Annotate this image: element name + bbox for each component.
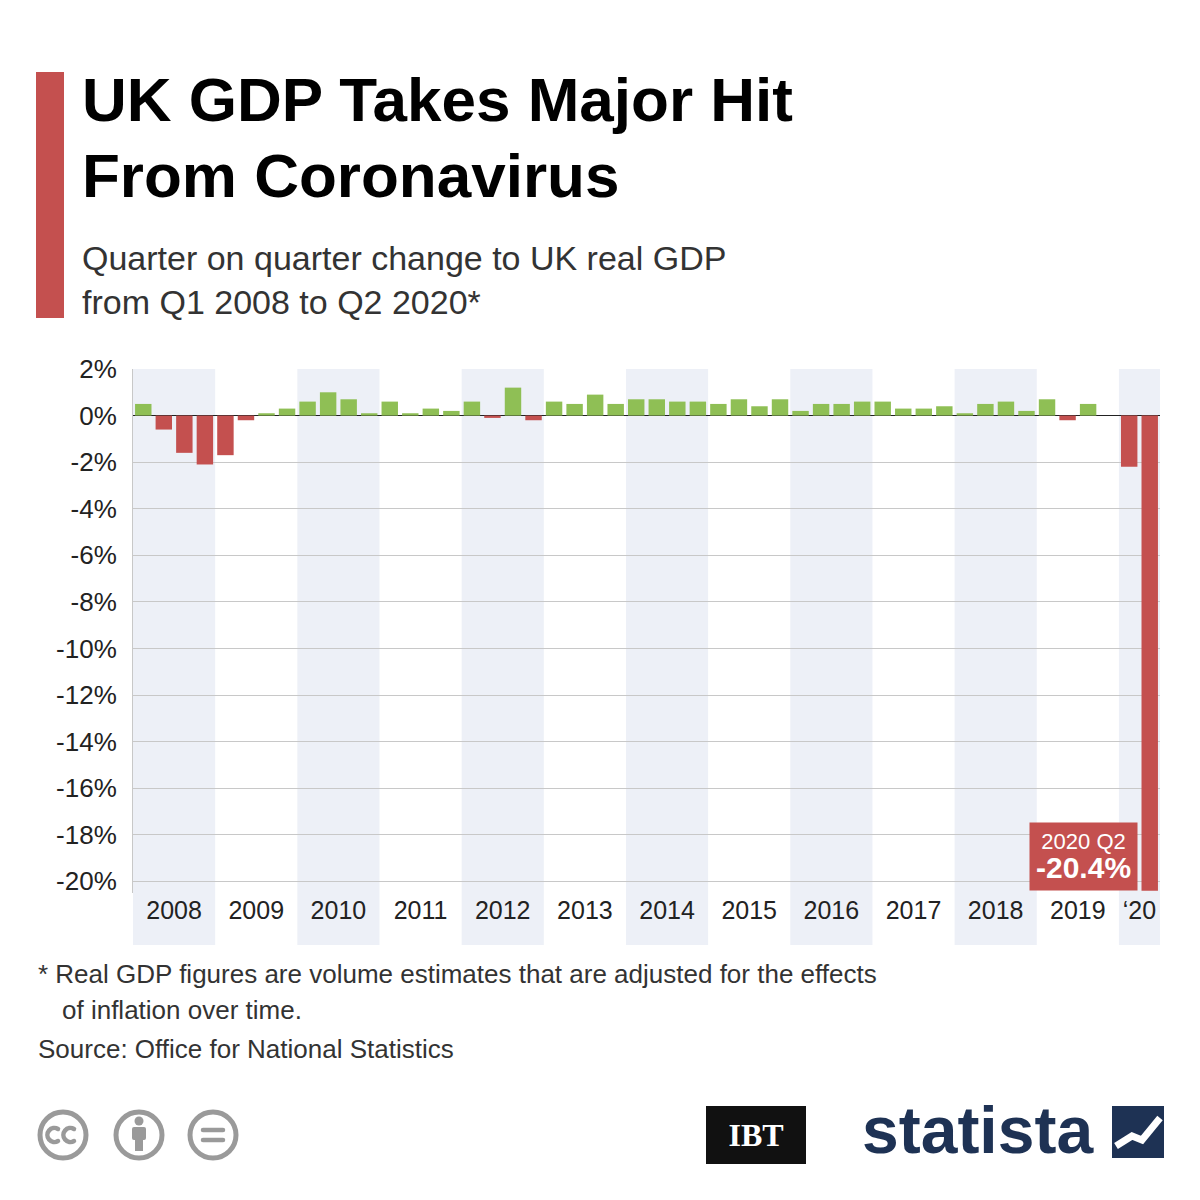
svg-text:-10%: -10% [56,634,117,664]
svg-text:2008: 2008 [146,896,202,924]
html-text:Source: Office for National St: Source: Office for National Statistics [38,1034,454,1064]
html-text:UK GDP Takes Major Hit: UK GDP Takes Major Hit [82,65,793,134]
svg-text:‘20: ‘20 [1123,896,1156,924]
svg-text:2013: 2013 [557,896,613,924]
svg-text:0%: 0% [79,401,117,431]
svg-text:-18%: -18% [56,820,117,850]
svg-text:-8%: -8% [71,587,117,617]
html-text:* Real GDP figures are volume: * Real GDP figures are volume estimates … [38,959,877,989]
html-text:of inflation over time.: of inflation over time. [62,995,302,1025]
svg-text:2016: 2016 [804,896,860,924]
svg-text:2009: 2009 [228,896,284,924]
html-text:IBT: IBT [728,1117,784,1153]
svg-text:2020 Q2-20.4%: 2020 Q2-20.4% [1036,829,1131,884]
svg-text:-4%: -4% [71,494,117,524]
svg-text:2014: 2014 [639,896,695,924]
svg-text:-16%: -16% [56,773,117,803]
svg-text:-14%: -14% [56,727,117,757]
svg-text:-2%: -2% [71,447,117,477]
svg-text:2010: 2010 [311,896,367,924]
svg-text:2017: 2017 [886,896,942,924]
svg-text:-20%: -20% [56,866,117,896]
svg-text:2%: 2% [79,354,117,384]
svg-text:-6%: -6% [71,540,117,570]
html-text:From Coronavirus: From Coronavirus [82,141,620,210]
html-text:Quarter on quarter change to U: Quarter on quarter change to UK real GDP [82,239,727,277]
html-text:statista: statista [862,1093,1094,1167]
svg-text:2019: 2019 [1050,896,1106,924]
svg-text:2015: 2015 [721,896,777,924]
svg-text:2011: 2011 [394,896,448,924]
svg-text:2012: 2012 [475,896,531,924]
html-text:from Q1 2008 to Q2 2020*: from Q1 2008 to Q2 2020* [82,283,481,321]
svg-text:-12%: -12% [56,680,117,710]
svg-text:2018: 2018 [968,896,1024,924]
